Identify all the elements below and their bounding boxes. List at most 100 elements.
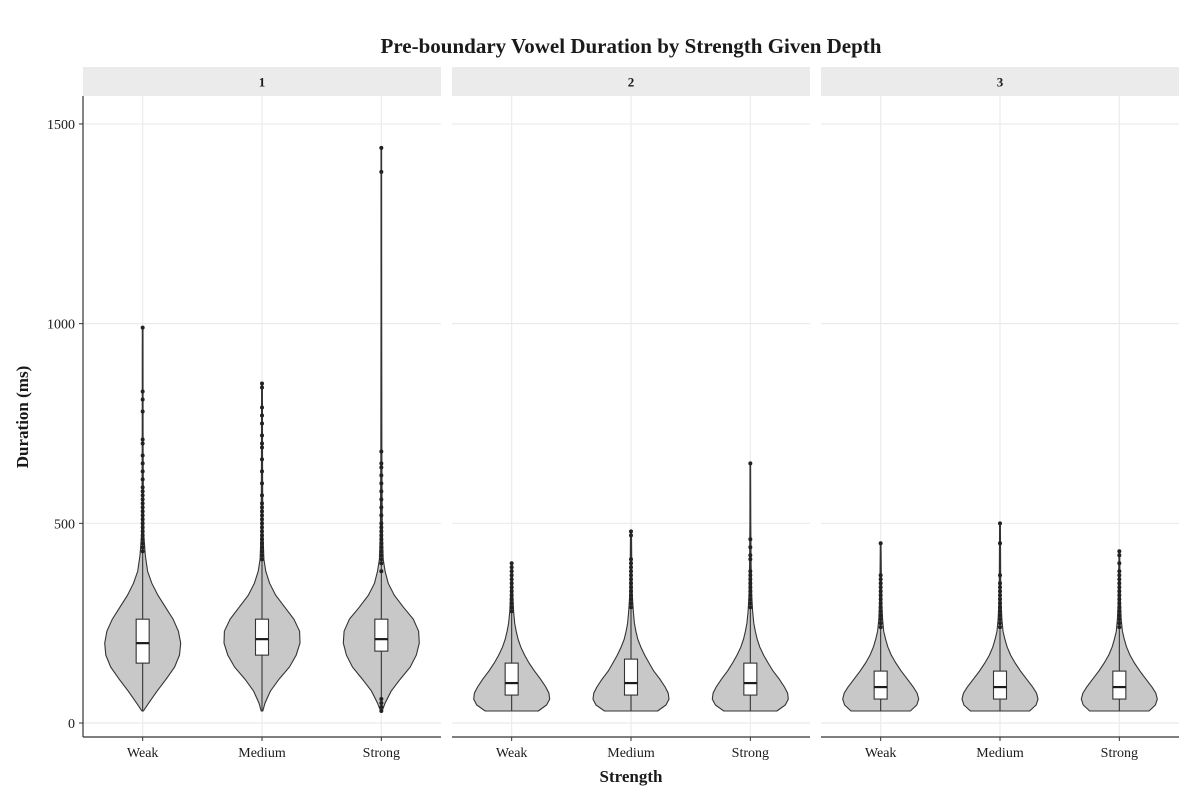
outlier-point — [509, 573, 514, 578]
outlier-point — [379, 701, 384, 706]
outlier-point — [998, 581, 1002, 586]
outlier-point — [748, 593, 753, 598]
outlier-point — [748, 553, 753, 558]
box-iqr — [743, 662, 758, 696]
outlier-point — [140, 493, 145, 498]
outlier-point — [998, 585, 1002, 590]
outlier-point — [998, 605, 1002, 610]
outlier-point — [509, 609, 514, 614]
box-iqr — [873, 670, 888, 700]
facet-strip-label: 2 — [628, 75, 635, 90]
outlier-point — [878, 617, 883, 622]
x-tick-label: Medium — [607, 746, 655, 761]
outlier-point — [878, 609, 883, 614]
outlier-point — [509, 589, 514, 594]
outlier-point — [140, 389, 145, 394]
outlier-point — [1117, 601, 1122, 606]
x-tick-label: Weak — [865, 746, 897, 761]
outlier-point — [260, 521, 264, 526]
outlier-point — [748, 537, 753, 542]
outlier-point — [998, 609, 1002, 614]
outlier-point — [140, 497, 145, 502]
outlier-point — [260, 549, 264, 554]
outlier-point — [1117, 589, 1122, 594]
facet-strip — [83, 67, 441, 96]
outlier-point — [998, 617, 1002, 622]
outlier-point — [998, 613, 1002, 618]
outlier-point — [260, 545, 264, 550]
facet-panel-1: 1 Weak Medium Strong — [83, 67, 441, 761]
outlier-point — [748, 601, 753, 606]
facet-strip-label: 1 — [259, 75, 266, 90]
y-tick-label: 1500 — [47, 118, 75, 133]
outlier-point — [140, 441, 145, 446]
outlier-point — [379, 465, 384, 470]
outlier-point — [260, 381, 264, 386]
x-tick-label: Medium — [976, 746, 1024, 761]
outlier-point — [509, 597, 514, 602]
outlier-point — [379, 709, 384, 714]
outlier-point — [260, 553, 264, 558]
outlier-point — [260, 445, 264, 450]
outlier-point — [878, 585, 883, 590]
outlier-point — [878, 601, 883, 606]
outlier-point — [998, 541, 1002, 546]
x-tick-label: Strong — [1101, 746, 1138, 761]
outlier-point — [140, 525, 145, 530]
box-iqr — [504, 662, 519, 696]
outlier-point — [140, 489, 145, 494]
outlier-point — [140, 397, 145, 402]
outlier-point — [140, 509, 145, 514]
outlier-point — [748, 569, 753, 574]
outlier-point — [379, 705, 384, 710]
outlier-point — [1117, 593, 1122, 598]
outlier-point — [748, 577, 753, 582]
outlier-point — [878, 625, 883, 630]
outlier-point — [509, 601, 514, 606]
outlier-point — [748, 461, 753, 466]
outlier-point — [1117, 621, 1122, 626]
outlier-point — [878, 605, 883, 610]
outlier-point — [878, 593, 883, 598]
outlier-point — [140, 537, 145, 542]
y-tick-label: 1000 — [47, 318, 75, 333]
facet-strip — [452, 67, 810, 96]
outlier-point — [260, 501, 264, 506]
outlier-point — [1117, 605, 1122, 610]
outlier-point — [140, 533, 145, 538]
outlier-point — [509, 581, 514, 586]
outlier-point — [878, 621, 883, 626]
chart-title: Pre-boundary Vowel Duration by Strength … — [381, 34, 882, 58]
outlier-point — [1117, 585, 1122, 590]
outlier-point — [878, 597, 883, 602]
outlier-point — [260, 441, 264, 446]
outlier-point — [140, 541, 145, 546]
outlier-point — [260, 457, 264, 462]
outlier-point — [509, 569, 514, 574]
outlier-point — [260, 513, 264, 518]
outlier-point — [140, 469, 145, 474]
outlier-point — [260, 493, 264, 498]
x-tick-label: Strong — [732, 746, 769, 761]
outlier-point — [260, 413, 264, 418]
x-tick-label: Medium — [238, 746, 286, 761]
outlier-point — [509, 565, 514, 570]
outlier-point — [629, 589, 633, 594]
outlier-point — [629, 533, 633, 538]
outlier-point — [140, 325, 145, 330]
facet-panel-3: 3 Weak Medium Strong — [821, 67, 1179, 761]
outlier-point — [1117, 553, 1122, 558]
outlier-point — [629, 593, 633, 598]
outlier-point — [379, 557, 384, 562]
x-tick-label: Weak — [496, 746, 528, 761]
outlier-point — [878, 577, 883, 582]
outlier-point — [878, 589, 883, 594]
y-tick-label: 500 — [54, 517, 75, 532]
outlier-point — [1117, 549, 1122, 554]
outlier-point — [748, 573, 753, 578]
outlier-point — [140, 477, 145, 482]
outlier-point — [379, 697, 384, 702]
outlier-point — [379, 513, 384, 518]
